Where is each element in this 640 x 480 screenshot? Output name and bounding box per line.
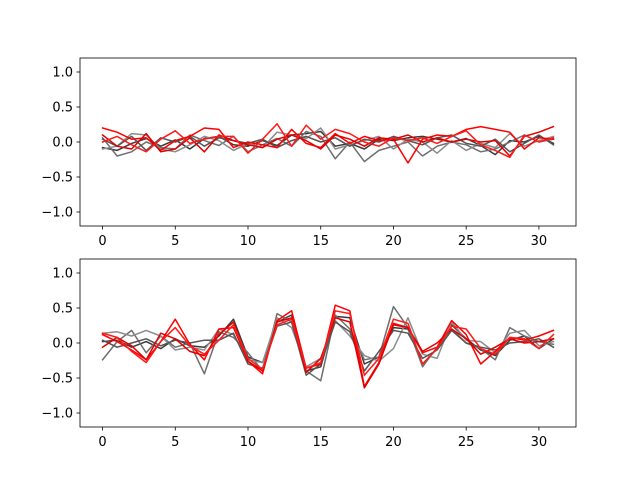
series-group <box>101 304 555 389</box>
x-tick-label: 20 <box>385 435 402 450</box>
y-tick-label: 0.0 <box>52 136 73 151</box>
x-tick-label: 5 <box>171 435 179 450</box>
y-tick-label: 1.0 <box>52 267 73 282</box>
subplot-2: 0 5 10 15 20 25 30 −1.0 −0.5 0.0 0.5 1.0 <box>41 258 577 450</box>
y-tick-label: −1.0 <box>41 407 73 422</box>
axes-frame <box>79 258 577 428</box>
x-tick-label: 10 <box>240 234 257 249</box>
x-tick-label: 30 <box>531 234 548 249</box>
series-line-3 <box>101 127 555 154</box>
y-tick-label: −0.5 <box>41 171 73 186</box>
series-line-5 <box>101 125 555 164</box>
series-group <box>101 123 555 164</box>
x-tick-label: 20 <box>385 234 402 249</box>
x-tick-label: 25 <box>458 234 475 249</box>
series-line-7 <box>101 310 555 376</box>
x-tick-label: 0 <box>98 234 106 249</box>
x-tick-label: 15 <box>312 234 329 249</box>
y-tick-label: −1.0 <box>41 206 73 221</box>
series-line-2 <box>101 305 555 382</box>
y-tick-label: −0.5 <box>41 372 73 387</box>
subplot-1: 0 5 10 15 20 25 30 −1.0 −0.5 0.0 0.5 1.0 <box>41 57 577 249</box>
x-tick-label: 15 <box>312 435 329 450</box>
x-tick-label: 5 <box>171 234 179 249</box>
y-tick-label: 0.5 <box>52 101 73 116</box>
y-tick-label: 1.0 <box>52 66 73 81</box>
series-line-7 <box>101 123 555 159</box>
y-tick-label: 0.5 <box>52 302 73 317</box>
x-tick-label: 25 <box>458 435 475 450</box>
x-tick-label: 0 <box>98 435 106 450</box>
axes-frame <box>79 57 577 227</box>
y-tick-label: 0.0 <box>52 337 73 352</box>
x-tick-label: 30 <box>531 435 548 450</box>
x-tick-label: 10 <box>240 435 257 450</box>
